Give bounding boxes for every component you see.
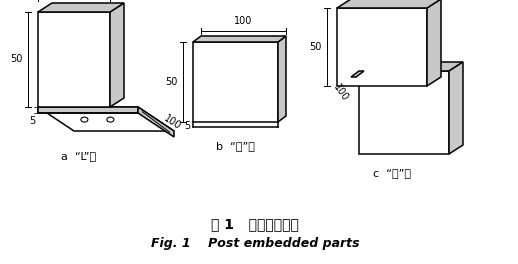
Polygon shape (110, 3, 124, 107)
Polygon shape (337, 0, 441, 8)
Polygon shape (38, 107, 174, 131)
Polygon shape (449, 62, 463, 154)
Polygon shape (193, 36, 286, 42)
Polygon shape (38, 3, 124, 12)
Polygon shape (359, 71, 449, 154)
Text: 5: 5 (184, 121, 190, 131)
Text: 5: 5 (29, 116, 35, 126)
Text: 50: 50 (11, 54, 23, 64)
Polygon shape (138, 107, 174, 137)
Text: b  “丁”形: b “丁”形 (216, 141, 255, 151)
Text: 图 1   后置埋件示意: 图 1 后置埋件示意 (211, 217, 299, 231)
Text: 100: 100 (332, 83, 350, 103)
Polygon shape (278, 36, 286, 122)
Text: 50: 50 (310, 42, 322, 52)
Text: 100: 100 (234, 16, 253, 26)
Polygon shape (38, 107, 138, 113)
Polygon shape (427, 0, 441, 86)
Polygon shape (359, 62, 463, 71)
Polygon shape (38, 12, 110, 107)
Polygon shape (337, 8, 427, 86)
Text: c  “四”形: c “四”形 (373, 168, 411, 178)
Text: a  “L”形: a “L”形 (62, 151, 96, 161)
Polygon shape (193, 42, 278, 122)
Text: 50: 50 (166, 77, 178, 87)
Polygon shape (351, 71, 364, 77)
Text: Fig. 1    Post embedded parts: Fig. 1 Post embedded parts (151, 237, 359, 249)
Text: 100: 100 (162, 113, 183, 131)
